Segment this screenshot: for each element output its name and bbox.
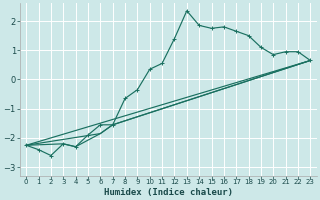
X-axis label: Humidex (Indice chaleur): Humidex (Indice chaleur) (104, 188, 233, 197)
